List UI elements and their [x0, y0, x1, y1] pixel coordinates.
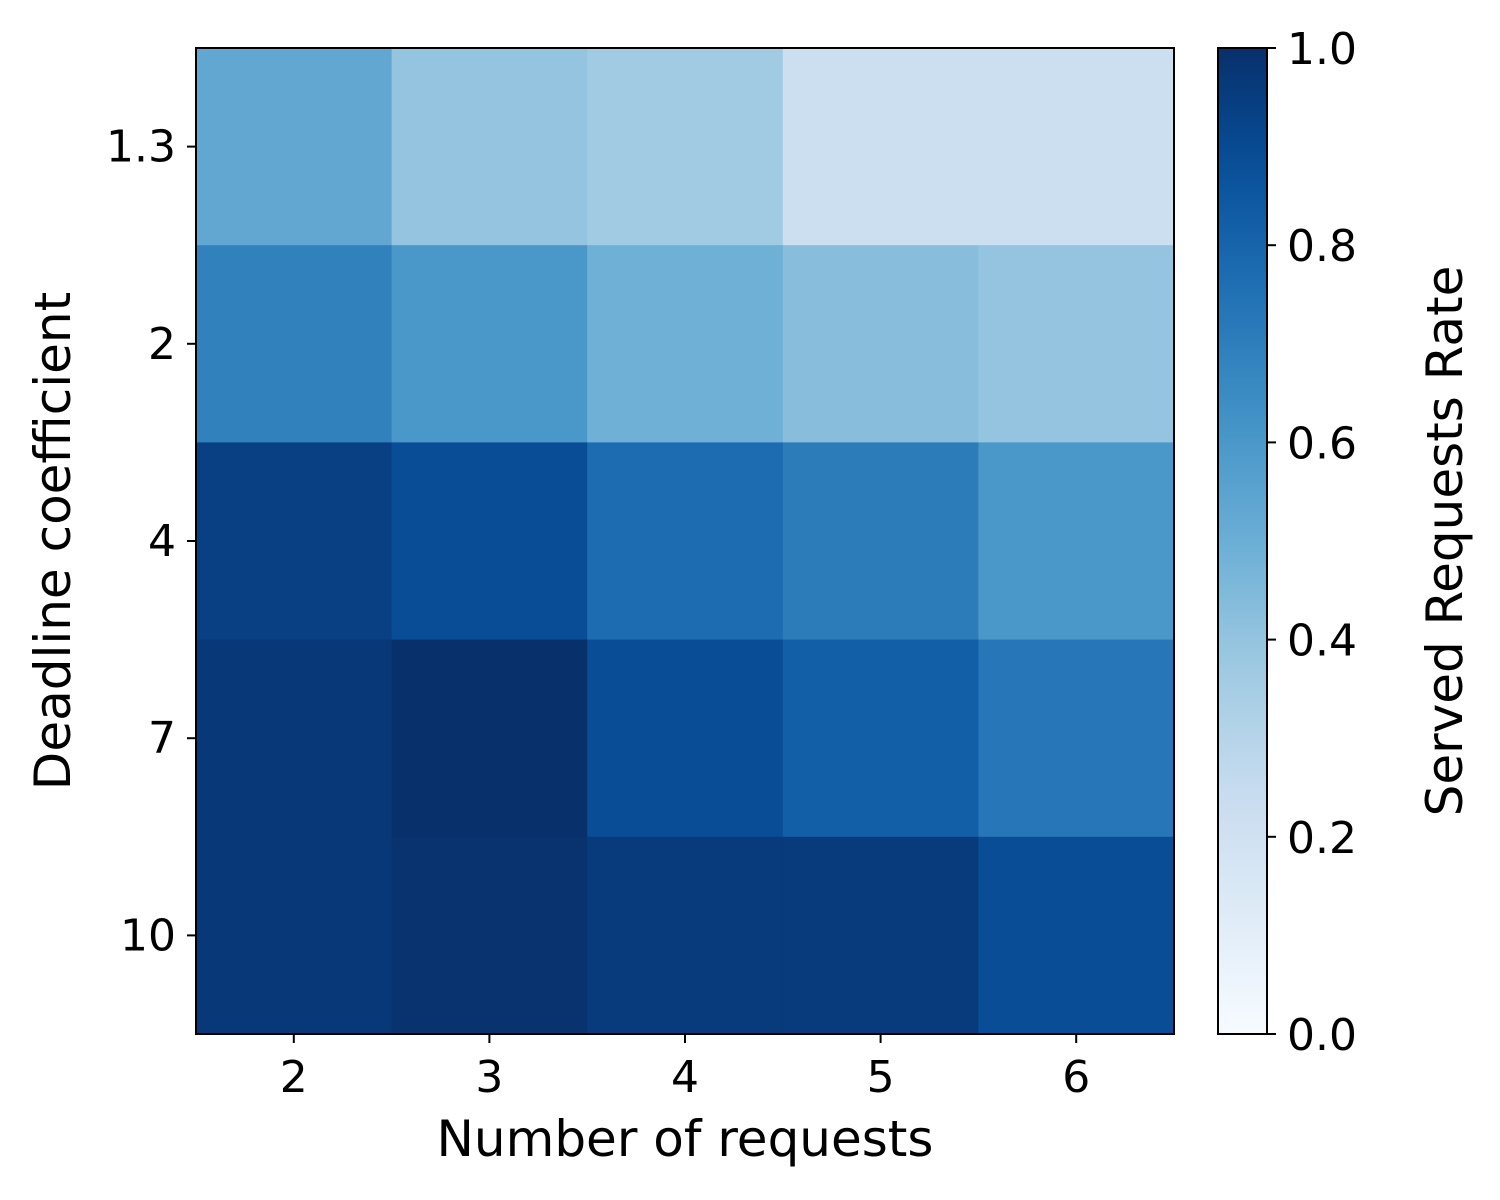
- x-tick-label: 6: [1062, 1052, 1090, 1103]
- x-tick-label: 3: [475, 1052, 503, 1103]
- heatmap-cell: [196, 442, 393, 641]
- heatmap-cell: [782, 836, 979, 1035]
- colorbar-tick-label: 1.0: [1287, 24, 1357, 75]
- x-axis-label: Number of requests: [437, 1110, 934, 1168]
- y-tick-label: 4: [148, 516, 176, 567]
- colorbar-label: Served Requests Rate: [1416, 266, 1474, 817]
- colorbar-tick-label: 0.2: [1287, 813, 1357, 864]
- colorbar-tick-label: 0.8: [1287, 221, 1357, 272]
- heatmap-cell: [196, 48, 393, 246]
- heatmap-cell: [391, 639, 588, 838]
- y-axis-ticks: 1.3 2 4 7 10: [106, 122, 196, 961]
- y-axis-label: Deadline coefficient: [24, 292, 82, 790]
- heatmap-cell: [782, 639, 979, 838]
- heatmap-cell: [391, 245, 588, 443]
- heatmap-cell: [978, 442, 1175, 641]
- heatmap-cell: [978, 245, 1175, 443]
- x-tick-label: 4: [671, 1052, 699, 1103]
- heatmap-cell: [587, 48, 784, 246]
- colorbar-ticks: 0.0 0.2 0.4 0.6 0.8 1.0: [1267, 24, 1357, 1061]
- heatmap-cell: [587, 836, 784, 1035]
- colorbar-tick-label: 0.0: [1287, 1010, 1357, 1061]
- colorbar: [1217, 47, 1268, 1035]
- x-tick-label: 5: [867, 1052, 895, 1103]
- y-tick-label: 7: [148, 713, 176, 764]
- heatmap-cell: [196, 639, 393, 838]
- x-tick-label: 2: [280, 1052, 308, 1103]
- colorbar-tick-label: 0.4: [1287, 616, 1357, 667]
- heatmap-cell: [196, 836, 393, 1035]
- x-axis-ticks: 2 3 4 5 6: [280, 1034, 1090, 1103]
- heatmap-cell: [587, 442, 784, 641]
- heatmap-cell: [978, 836, 1175, 1035]
- heatmap-cell: [782, 442, 979, 641]
- heatmap-cell: [391, 48, 588, 246]
- heatmap-cell: [587, 245, 784, 443]
- heatmap-cell: [391, 442, 588, 641]
- heatmap-cell: [978, 639, 1175, 838]
- heatmap-cell: [587, 639, 784, 838]
- colorbar-tick-label: 0.6: [1287, 418, 1357, 469]
- heatmap-cells: [196, 48, 1175, 1035]
- heatmap-cell: [196, 245, 393, 443]
- heatmap-cell: [978, 48, 1175, 246]
- heatmap-cell: [782, 48, 979, 246]
- y-tick-label: 2: [148, 319, 176, 370]
- y-tick-label: 1.3: [106, 122, 176, 173]
- y-tick-label: 10: [120, 910, 176, 961]
- heatmap-cell: [391, 836, 588, 1035]
- heatmap-cell: [782, 245, 979, 443]
